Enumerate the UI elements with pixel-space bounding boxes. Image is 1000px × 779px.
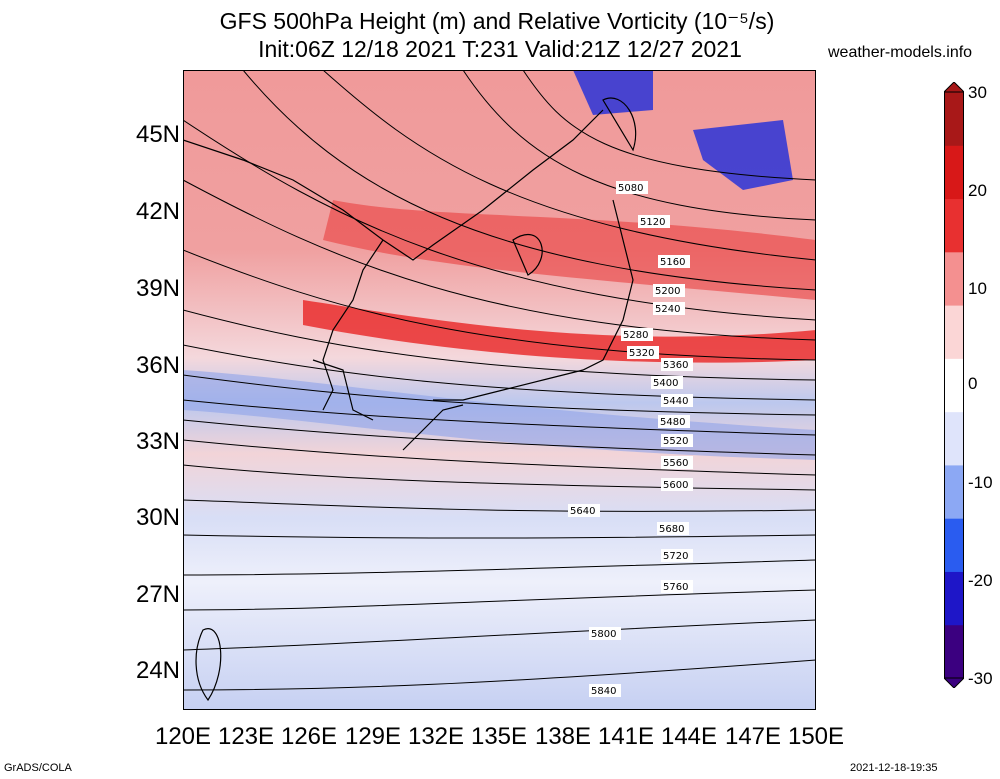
contour-label: 5400 xyxy=(651,376,683,389)
colorbar-tick-label: -10 xyxy=(968,473,993,492)
contour-label: 5440 xyxy=(661,394,693,407)
svg-text:5520: 5520 xyxy=(663,436,688,447)
colorbar-segment xyxy=(944,571,964,626)
lat-label: 39N xyxy=(135,275,180,302)
colorbar-segment xyxy=(944,464,964,519)
lon-label: 147E xyxy=(724,723,782,750)
contour-label: 5560 xyxy=(661,456,693,469)
svg-text:5240: 5240 xyxy=(655,304,680,315)
svg-text:5080: 5080 xyxy=(618,183,643,194)
svg-text:5640: 5640 xyxy=(570,506,595,517)
contour-label: 5320 xyxy=(627,346,659,359)
lat-label: 42N xyxy=(135,198,180,225)
svg-text:5120: 5120 xyxy=(640,217,665,228)
contour-label: 5280 xyxy=(621,328,653,341)
colorbar-segment xyxy=(944,145,964,200)
svg-text:5800: 5800 xyxy=(591,629,616,640)
contour-label: 5640 xyxy=(568,504,600,517)
contour-label: 5360 xyxy=(661,358,693,371)
lon-label: 126E xyxy=(280,723,338,750)
contour-label: 5080 xyxy=(616,181,648,194)
height-contours xyxy=(183,70,816,691)
lat-label: 36N xyxy=(135,352,180,379)
colorbar-tick-label: 10 xyxy=(968,279,987,298)
vorticity-band-moderate xyxy=(323,200,816,300)
contour-label: 5800 xyxy=(589,627,621,640)
footer-software: GrADS/COLA xyxy=(4,762,72,774)
svg-text:5840: 5840 xyxy=(591,686,616,697)
colorbar-top-arrow xyxy=(944,82,964,93)
lon-label: 150E xyxy=(787,723,845,750)
colorbar-bottom-arrow xyxy=(944,677,964,688)
contour-label: 5680 xyxy=(657,522,689,535)
lat-label: 27N xyxy=(135,581,180,608)
colorbar-segment xyxy=(944,198,964,253)
colorbar-tick-label: 20 xyxy=(968,181,987,200)
contour-label: 5720 xyxy=(661,549,693,562)
svg-text:5760: 5760 xyxy=(663,582,688,593)
lat-label: 24N xyxy=(135,657,180,684)
lon-label: 123E xyxy=(217,723,275,750)
lat-label: 45N xyxy=(135,121,180,148)
svg-text:5280: 5280 xyxy=(623,330,648,341)
chart-subtitle: Init:06Z 12/18 2021 T:231 Valid:21Z 12/2… xyxy=(258,36,742,62)
svg-text:5360: 5360 xyxy=(663,360,688,371)
vorticity-band-strong xyxy=(303,300,816,363)
lon-label: 141E xyxy=(597,723,655,750)
contour-label: 5520 xyxy=(661,434,693,447)
colorbar-border xyxy=(944,91,964,679)
lon-label: 129E xyxy=(344,723,402,750)
svg-text:5480: 5480 xyxy=(660,417,685,428)
plot-border xyxy=(183,70,816,710)
colorbar-tick-label: 30 xyxy=(968,83,987,102)
colorbar xyxy=(944,82,964,688)
svg-text:5680: 5680 xyxy=(659,524,684,535)
colorbar-segment xyxy=(944,518,964,572)
colorbar-tick-label: 0 xyxy=(968,374,978,393)
contour-label: 5120 xyxy=(638,215,670,228)
vorticity-minimum-north xyxy=(573,70,653,115)
chart-title: GFS 500hPa Height (m) and Relative Vorti… xyxy=(219,8,775,34)
contour-label: 5760 xyxy=(661,580,693,593)
svg-text:5160: 5160 xyxy=(660,257,685,268)
contour-label: 5160 xyxy=(658,255,690,268)
map-plot-area: 5080 5120 5160 5200 5240 5280 5320 5360 … xyxy=(183,70,816,710)
contour-label: 5600 xyxy=(661,478,693,491)
lon-label: 144E xyxy=(660,723,718,750)
lon-label: 120E xyxy=(154,723,212,750)
contour-label: 5200 xyxy=(653,284,685,297)
colorbar-segment xyxy=(944,92,964,146)
colorbar-segment xyxy=(944,251,964,306)
colorbar-tick-label: -20 xyxy=(968,571,993,590)
lon-label: 135E xyxy=(470,723,528,750)
coastlines xyxy=(183,97,637,702)
svg-text:5560: 5560 xyxy=(663,458,688,469)
colorbar-segment xyxy=(944,305,964,359)
lat-label: 30N xyxy=(135,504,180,531)
website-label: weather-models.info xyxy=(828,44,973,61)
lat-label: 33N xyxy=(135,428,180,455)
svg-text:5600: 5600 xyxy=(663,480,688,491)
vorticity-band-negative xyxy=(183,370,816,460)
svg-text:5200: 5200 xyxy=(655,286,680,297)
colorbar-segment xyxy=(944,358,964,413)
lon-label: 132E xyxy=(407,723,465,750)
contour-label: 5480 xyxy=(658,415,690,428)
contour-label: 5840 xyxy=(589,684,621,697)
svg-text:5400: 5400 xyxy=(653,378,678,389)
footer-timestamp: 2021-12-18-19:35 xyxy=(850,762,938,774)
colorbar-segment xyxy=(944,624,964,679)
svg-text:5440: 5440 xyxy=(663,396,688,407)
svg-text:5720: 5720 xyxy=(663,551,688,562)
svg-text:5320: 5320 xyxy=(629,348,654,359)
colorbar-segment xyxy=(944,411,964,466)
contour-labels: 5080 5120 5160 5200 5240 5280 5320 5360 … xyxy=(568,181,693,697)
colorbar-tick-label: -30 xyxy=(968,669,993,688)
lon-label: 138E xyxy=(534,723,592,750)
contour-label: 5240 xyxy=(653,302,685,315)
vorticity-minimum-northeast xyxy=(693,120,793,190)
